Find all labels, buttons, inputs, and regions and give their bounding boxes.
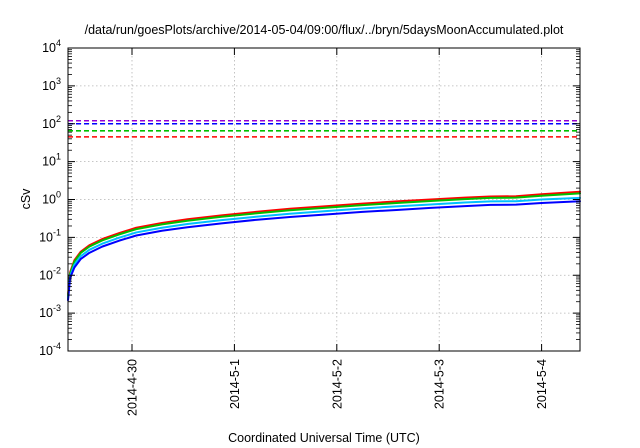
series-line — [67, 190, 581, 297]
reference-lines — [68, 119, 580, 138]
chart-title: /data/run/goesPlots/archive/2014-05-04/0… — [85, 23, 564, 37]
y-tick-label: 103 — [42, 76, 61, 93]
y-tick-label: 101 — [42, 152, 61, 169]
y-tick-label: 10-3 — [39, 303, 61, 320]
x-tick-label: 2014-5-2 — [330, 359, 344, 409]
y-tick-label: 100 — [42, 190, 61, 207]
data-series — [67, 190, 581, 302]
y-tick-label: 102 — [42, 114, 61, 131]
x-tick-labels: 2014-4-30 2014-5-1 2014-5-2 2014-5-3 2014-5-… — [126, 359, 550, 416]
axis-ticks — [68, 47, 580, 352]
series-line — [67, 192, 581, 298]
y-tick-label: 104 — [42, 38, 61, 55]
x-tick-label: 2014-4-30 — [126, 359, 140, 416]
y-tick-label: 10-1 — [39, 227, 61, 244]
x-tick-label: 2014-5-1 — [228, 359, 242, 409]
series-line — [67, 200, 581, 302]
y-tick-label: 10-4 — [39, 341, 61, 358]
x-tick-label: 2014-5-3 — [433, 359, 447, 409]
x-tick-label: 2014-5-4 — [535, 359, 549, 409]
y-axis-label: cSv — [19, 188, 33, 210]
y-tick-label: 10-2 — [39, 265, 61, 282]
series-line — [67, 196, 581, 300]
grid-lines — [68, 48, 580, 351]
x-axis-label: Coordinated Universal Time (UTC) — [228, 431, 420, 445]
y-tick-labels: 10-4 10-3 10-2 10-1 100 101 102 103 104 — [39, 38, 61, 358]
